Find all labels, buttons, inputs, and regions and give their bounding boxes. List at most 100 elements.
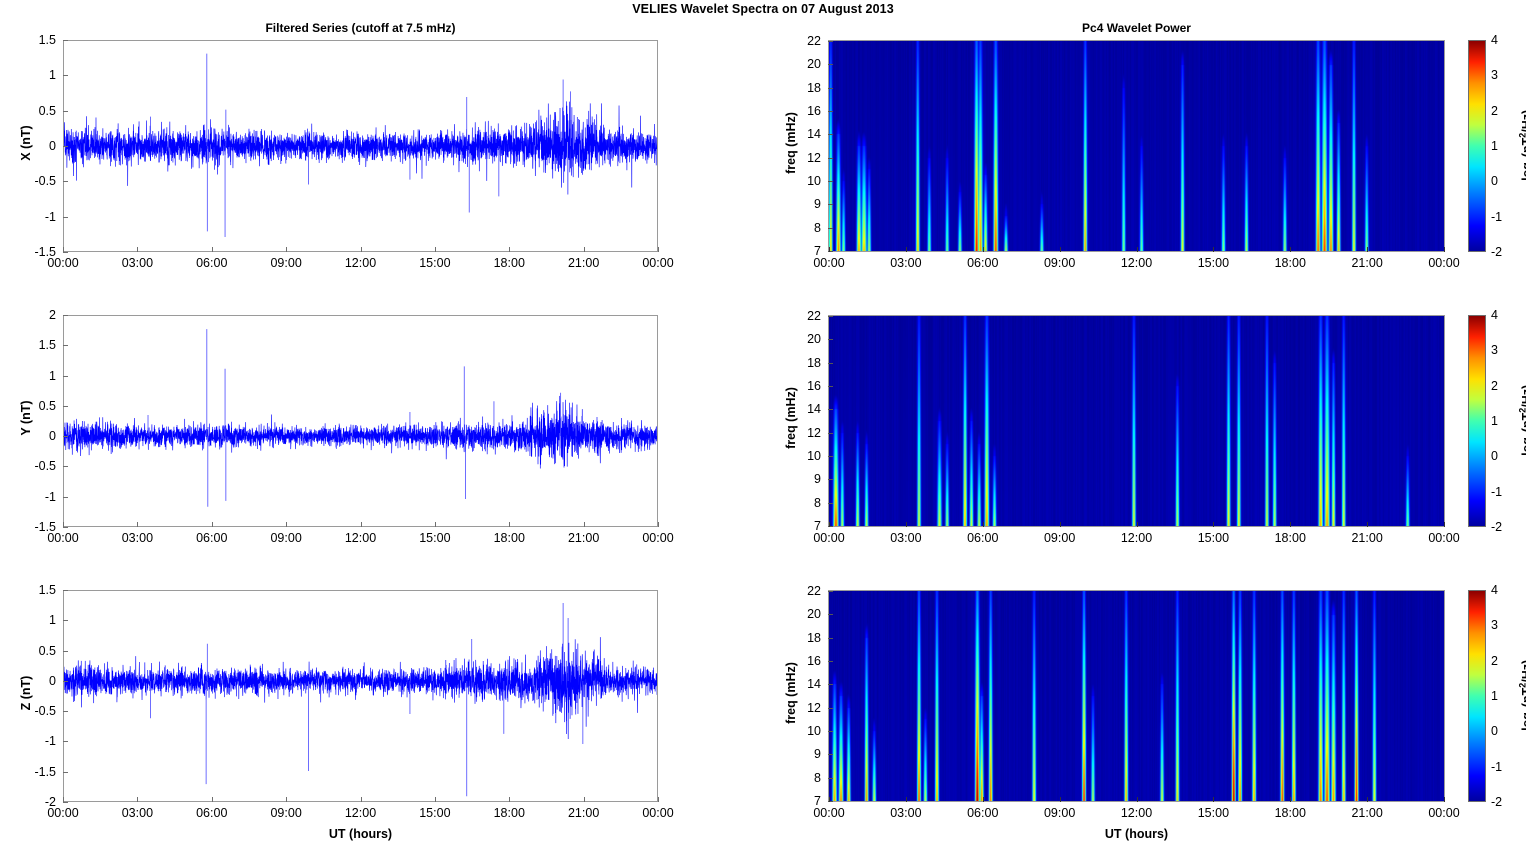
x-tick-label: 03:00: [890, 531, 922, 545]
y-tick-mark: [63, 40, 68, 41]
x-tick-mark: [434, 522, 436, 527]
y-tick-mark: [63, 181, 68, 183]
y-tick-label: 0: [49, 139, 56, 153]
freq-tick-mark: [828, 87, 833, 89]
freq-tick-mark: [828, 339, 833, 341]
spectrogram-axes-Z: [828, 590, 1445, 802]
x-tick-mark: [1136, 247, 1138, 252]
colorbar-tick-label: 2: [1491, 103, 1498, 118]
x-tick-mark: [509, 522, 511, 527]
x-tick-label: 18:00: [1274, 256, 1306, 270]
x-tick-mark: [1059, 797, 1061, 802]
x-tick-label: 21:00: [1351, 806, 1383, 820]
x-tick-mark: [1213, 522, 1215, 527]
x-tick-label: 09:00: [1043, 806, 1076, 820]
y-tick-label: 1: [49, 368, 56, 383]
y-tick-label: -2: [44, 795, 56, 809]
x-tick-mark: [829, 247, 830, 252]
freq-tick-mark: [828, 316, 833, 317]
x-tick-label: 00:00: [1428, 531, 1460, 545]
y-tick-mark: [63, 771, 68, 773]
colorbar-tick-label: 4: [1491, 583, 1498, 597]
spectrogram-image-Z: [829, 591, 1444, 801]
y-tick-label: 0: [49, 673, 56, 688]
x-tick-label: 18:00: [1274, 806, 1306, 820]
x-tick-label: 12:00: [344, 531, 377, 545]
y-axis-label-Y: Y (nT): [19, 400, 33, 436]
freq-tick-label: 7: [814, 519, 821, 533]
freq-tick-label: 12: [807, 425, 821, 440]
freq-tick-mark: [828, 591, 833, 592]
x-tick-label: 00:00: [47, 256, 79, 270]
x-tick-mark: [1290, 522, 1292, 527]
y-tick-mark: [63, 345, 68, 347]
spectrogram-image-X: [829, 41, 1444, 251]
x-tick-label: 06:00: [196, 256, 228, 270]
x-tick-mark: [434, 247, 436, 252]
y-tick-mark: [63, 375, 68, 377]
x-tick-label: 12:00: [1120, 806, 1153, 820]
x-axis-label: UT (hours): [328, 827, 393, 841]
freq-tick-mark: [828, 134, 833, 136]
freq-tick-label: 8: [814, 495, 821, 510]
x-tick-label: 06:00: [196, 806, 228, 820]
timeseries-panel-X: Filtered Series (cutoff at 7.5 mHz) 1.5 1 0…: [19, 21, 674, 270]
freq-tick-label: 9: [814, 747, 821, 762]
freq-tick-mark: [828, 362, 833, 364]
y-tick-mark: [63, 590, 68, 591]
y-tick-mark: [63, 146, 68, 147]
x-tick-mark: [211, 797, 213, 802]
y-tick-mark: [63, 680, 68, 682]
colorbar-tick-label: 0: [1491, 174, 1498, 189]
freq-tick-label: 12: [807, 150, 821, 165]
spectrogram-panel-X: Pc4 Wavelet Power 22 20 18 16 14 12 10 9 8 7 00:00 0…: [784, 21, 1526, 270]
freq-tick-mark: [828, 731, 833, 732]
x-tick-mark: [360, 247, 362, 252]
x-tick-label: 03:00: [121, 531, 154, 545]
freq-tick-label: 9: [814, 197, 821, 212]
freq-tick-label: 7: [814, 794, 821, 808]
freq-tick-mark: [828, 502, 833, 504]
x-tick-mark: [509, 247, 511, 252]
x-tick-label: 12:00: [344, 256, 377, 270]
spectrogram-axes-X: [828, 40, 1445, 252]
timeseries-axes-Z: [63, 590, 658, 802]
freq-tick-label: 18: [807, 80, 821, 95]
x-tick-mark: [583, 522, 585, 527]
freq-tick-mark: [828, 614, 833, 616]
freq-tick-label: 9: [814, 472, 821, 487]
y-tick-label: 1: [49, 68, 56, 83]
x-tick-label: 21:00: [567, 256, 600, 270]
colorbar-tick-label: 3: [1491, 343, 1498, 358]
y-tick-label: -0.5: [34, 174, 56, 189]
x-tick-label: 00:00: [1428, 806, 1460, 820]
timeseries-panel-Y: 2 1.5 1 0.5 0 -0.5 -1 -1.5 00:00 03:00 06:00 09:00 1…: [19, 308, 674, 545]
x-tick-mark: [360, 797, 362, 802]
freq-tick-label: 16: [807, 379, 821, 393]
freq-tick-mark: [828, 684, 833, 686]
freq-tick-label: 14: [807, 402, 821, 417]
x-tick-label: 06:00: [967, 531, 999, 545]
x-tick-mark: [63, 797, 64, 802]
freq-tick-label: 16: [807, 654, 821, 668]
freq-tick-label: 12: [807, 700, 821, 715]
y-tick-label: -1: [44, 489, 56, 504]
freq-tick-label: 16: [807, 104, 821, 118]
y-tick-label: 1.5: [38, 338, 56, 353]
x-tick-label: 00:00: [47, 806, 79, 820]
x-tick-mark: [137, 247, 139, 252]
x-tick-mark: [434, 797, 436, 802]
colorbar-label-Y: log2(nT2/Hz): [1518, 384, 1526, 456]
colorbar-tick-label: 3: [1491, 68, 1498, 83]
x-tick-label: 21:00: [1351, 256, 1383, 270]
x-tick-mark: [286, 522, 288, 527]
spectrogram-panel-Y: 22 20 18 16 14 12 10 9 8 7 00:00 03:00 06:00 09:00 12:…: [784, 308, 1526, 545]
x-tick-label: 21:00: [567, 531, 600, 545]
y-tick-label: -1: [44, 209, 56, 224]
timeseries-trace-Z: [64, 591, 657, 801]
x-tick-label: 03:00: [890, 256, 922, 270]
x-tick-mark: [583, 797, 585, 802]
x-tick-label: 00:00: [47, 531, 79, 545]
freq-tick-label: 10: [807, 449, 821, 463]
freq-axis-label-Z: freq (mHz): [784, 662, 798, 724]
